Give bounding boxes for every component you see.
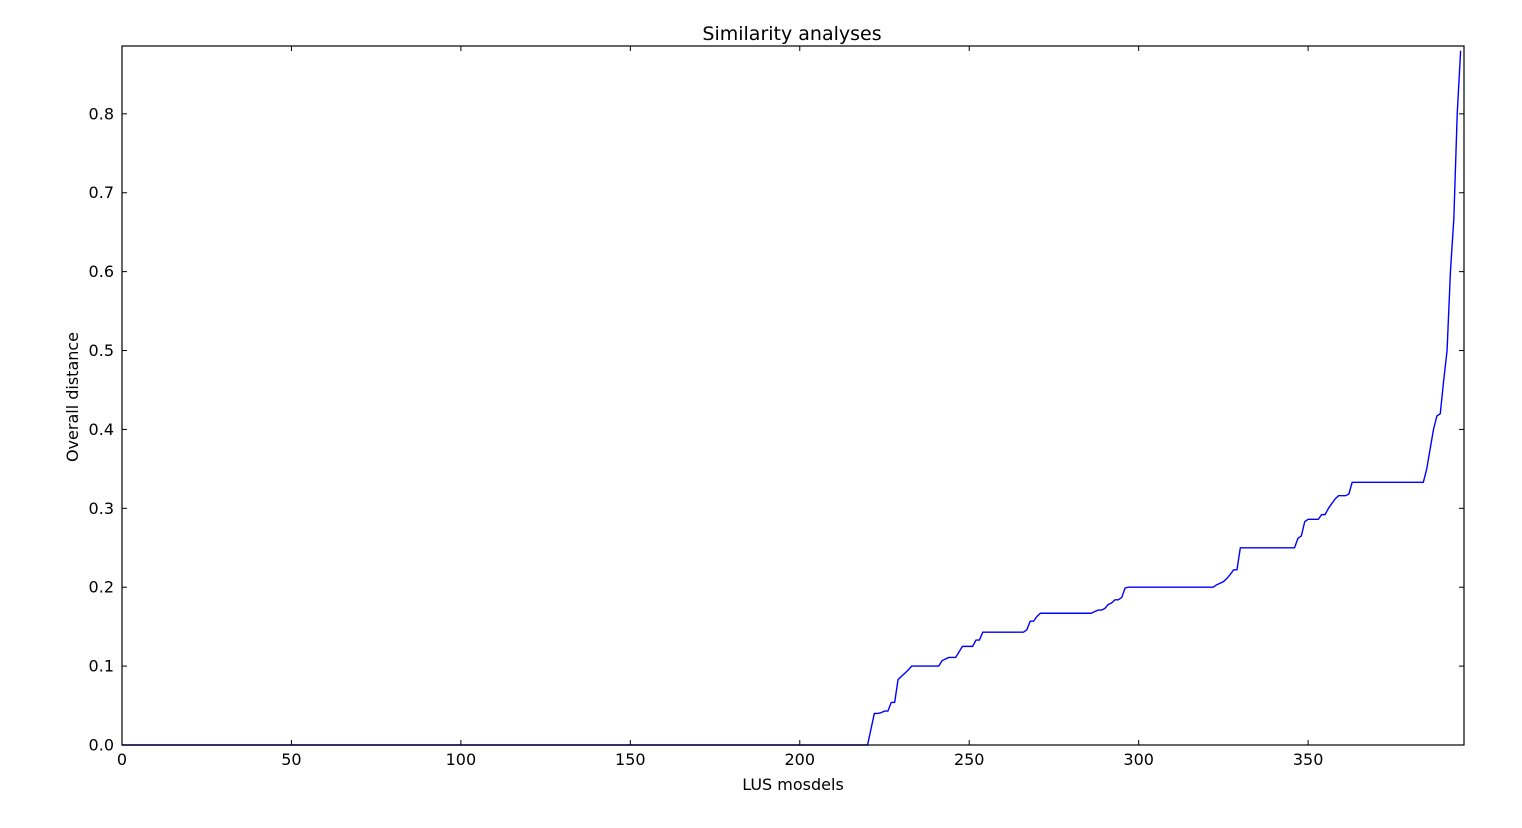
x-tick-label: 150 (615, 750, 646, 769)
x-tick-label: 350 (1293, 750, 1324, 769)
plot-area (121, 45, 1465, 746)
x-tick-label: 250 (954, 750, 985, 769)
y-tick-label: 0.2 (89, 578, 114, 597)
y-tick-label: 0.0 (89, 736, 114, 755)
plot-frame (121, 45, 1465, 746)
x-tick-label: 0 (117, 750, 127, 769)
y-tick-label: 0.4 (89, 420, 114, 439)
chart-title: Similarity analyses (702, 23, 881, 45)
y-tick-label: 0.7 (89, 183, 114, 202)
x-axis: 0 50 100 150 200 250 300 350 (117, 46, 1323, 769)
x-tick-label: 300 (1123, 750, 1154, 769)
y-tick-label: 0.5 (89, 341, 114, 360)
y-tick-label: 0.1 (89, 657, 114, 676)
series-line (122, 50, 1462, 746)
y-axis: 0.0 0.1 0.2 0.3 0.4 0.5 0.6 0.7 0.8 (89, 104, 1464, 755)
x-tick-label: 200 (785, 750, 816, 769)
y-tick-label: 0.3 (89, 499, 114, 518)
y-axis-label: Overall distance (63, 332, 82, 462)
x-tick-label: 50 (281, 750, 301, 769)
y-tick-label: 0.8 (89, 104, 114, 123)
x-tick-label: 100 (446, 750, 477, 769)
y-tick-label: 0.6 (89, 262, 114, 281)
x-axis-label: LUS mosdels (742, 775, 844, 794)
